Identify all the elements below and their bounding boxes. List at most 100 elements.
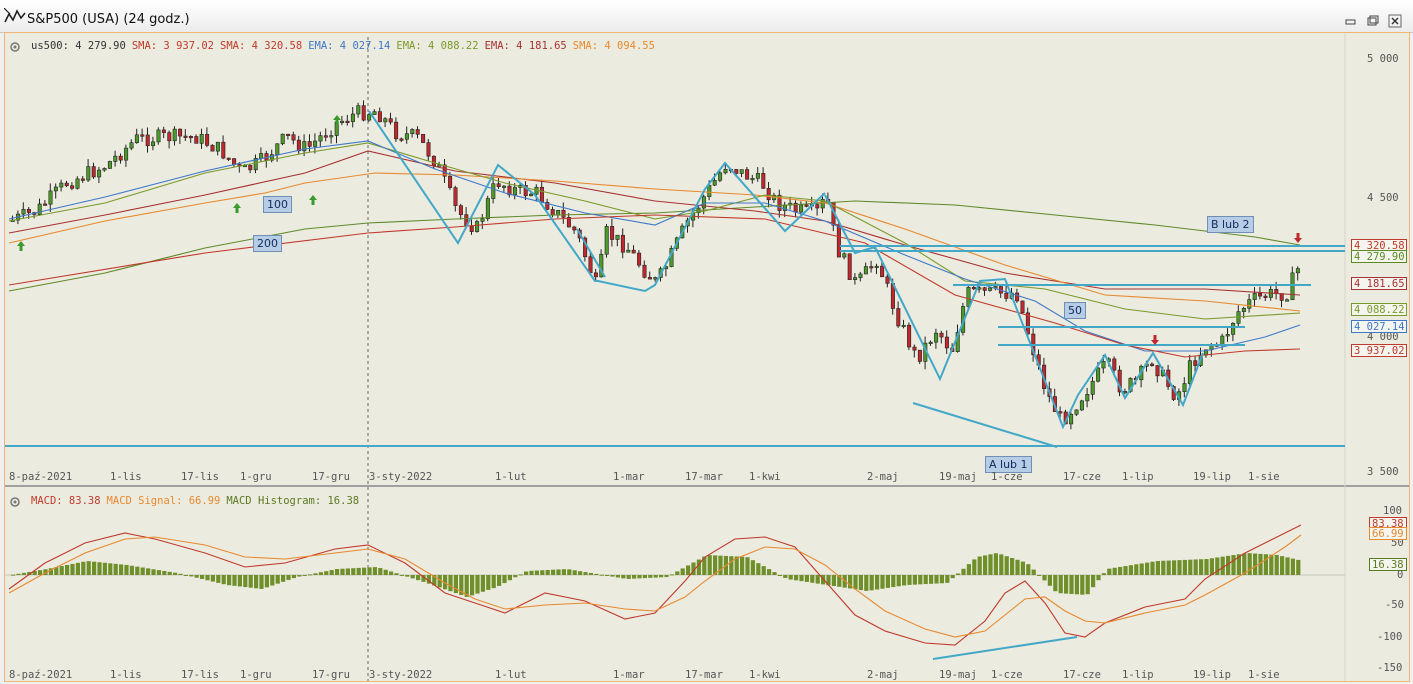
macd-x-axis-label: 17-lis bbox=[181, 669, 219, 681]
candle-body bbox=[912, 346, 917, 351]
minimize-button[interactable] bbox=[1344, 13, 1358, 27]
price-legend-item: EMA: 4 027.14 bbox=[308, 40, 391, 52]
macd-histogram-bar bbox=[1069, 575, 1074, 594]
macd-x-axis-label: 3-sty-2022 bbox=[369, 669, 433, 681]
macd-histogram-bar bbox=[1042, 575, 1047, 581]
macd-histogram-bar bbox=[302, 575, 307, 576]
macd-axis-label: -100 bbox=[1377, 631, 1403, 643]
macd-histogram-bar bbox=[826, 575, 831, 586]
macd-histogram-bar bbox=[713, 555, 718, 575]
macd-histogram-bar bbox=[718, 555, 723, 575]
macd-histogram-bar bbox=[1236, 554, 1241, 575]
macd-histogram-value-tag: 16.38 bbox=[1369, 558, 1407, 571]
candle-body bbox=[1015, 292, 1020, 302]
candle-body bbox=[205, 133, 210, 146]
macd-histogram-bar bbox=[324, 571, 329, 575]
chart-area[interactable]: us500: 4 279.90 SMA: 3 937.02 SMA: 4 320.5… bbox=[4, 32, 1410, 682]
macd-histogram-bar bbox=[1107, 568, 1112, 575]
candle-body bbox=[113, 155, 118, 162]
price-x-axis-label: 2-maj bbox=[867, 471, 899, 483]
candle-body bbox=[1231, 322, 1236, 335]
candle-body bbox=[874, 265, 879, 268]
candle-body bbox=[653, 277, 658, 280]
macd-histogram-bar bbox=[486, 575, 491, 590]
ma-50-label: 50 bbox=[1064, 302, 1086, 319]
macd-histogram-bar bbox=[329, 570, 334, 575]
macd-histogram-bar bbox=[173, 572, 178, 575]
macd-histogram-bar bbox=[1253, 553, 1258, 575]
macd-histogram-bar bbox=[529, 570, 534, 575]
macd-settings-icon[interactable] bbox=[9, 496, 21, 508]
candle-body bbox=[64, 182, 69, 187]
candle-body bbox=[59, 182, 64, 188]
price-settings-icon[interactable] bbox=[9, 41, 21, 53]
candle-body bbox=[415, 129, 420, 135]
sma-long-price-tag: 4 320.58 bbox=[1351, 239, 1407, 252]
candle-body bbox=[858, 273, 863, 278]
macd-histogram-bar bbox=[837, 575, 842, 587]
restore-button[interactable] bbox=[1366, 13, 1380, 27]
macd-histogram-bar bbox=[227, 575, 232, 586]
candle-body bbox=[799, 204, 804, 213]
candle-body bbox=[917, 349, 922, 362]
price-legend-item: SMA: 4 320.58 bbox=[220, 40, 303, 52]
macd-x-axis-label: 1-lut bbox=[495, 669, 527, 681]
candle-body bbox=[901, 324, 906, 328]
macd-histogram-bar bbox=[972, 559, 977, 575]
candle-body bbox=[1150, 363, 1155, 366]
candle-body bbox=[1285, 299, 1290, 302]
sma-orange-line bbox=[8, 172, 1301, 312]
macd-signal-value-tag: 66.99 bbox=[1369, 527, 1407, 540]
macd-histogram-bar bbox=[156, 570, 161, 575]
minimize-icon bbox=[1345, 19, 1356, 25]
candle-body bbox=[885, 276, 890, 284]
macd-histogram-bar bbox=[378, 568, 383, 575]
candle-body bbox=[21, 209, 26, 215]
candle-body bbox=[253, 158, 258, 171]
candle-body bbox=[820, 198, 825, 209]
macd-histogram-bar bbox=[1096, 575, 1101, 581]
candle-body bbox=[318, 135, 323, 142]
close-button[interactable] bbox=[1388, 13, 1402, 28]
macd-histogram-bar bbox=[356, 567, 361, 575]
close-icon bbox=[1388, 14, 1402, 28]
candle-body bbox=[701, 196, 706, 209]
macd-histogram-bar bbox=[632, 575, 637, 579]
candle-body bbox=[853, 277, 858, 280]
candle-body bbox=[475, 221, 480, 232]
macd-histogram-bar bbox=[621, 575, 626, 579]
macd-histogram-bar bbox=[756, 563, 761, 575]
macd-histogram-bar bbox=[221, 575, 226, 585]
macd-histogram-bar bbox=[1123, 566, 1128, 575]
price-and-macd-chart[interactable] bbox=[5, 33, 1409, 681]
macd-histogram-bar bbox=[588, 572, 593, 575]
macd-histogram-bar bbox=[1139, 563, 1144, 575]
macd-line bbox=[8, 524, 1302, 646]
macd-histogram-bar bbox=[999, 554, 1004, 575]
macd-histogram-bar bbox=[675, 571, 680, 575]
candle-body bbox=[102, 168, 107, 171]
macd-histogram-bar bbox=[696, 559, 701, 575]
macd-histogram-bar bbox=[961, 568, 966, 575]
candle-body bbox=[1079, 400, 1084, 411]
macd-histogram-bar bbox=[1085, 575, 1090, 595]
ema-200-line bbox=[8, 200, 1301, 292]
price-x-axis-label: 17-gru bbox=[312, 471, 350, 483]
candle-body bbox=[37, 203, 42, 215]
macd-histogram-bar bbox=[912, 575, 917, 585]
price-legend: us500: 4 279.90 SMA: 3 937.02 SMA: 4 320.5… bbox=[31, 40, 661, 52]
macd-histogram-bar bbox=[1166, 560, 1171, 575]
macd-histogram-bar bbox=[1242, 553, 1247, 575]
candle-body bbox=[345, 120, 350, 123]
macd-x-axis-label: 19-maj bbox=[939, 669, 977, 681]
macd-histogram-bar bbox=[54, 567, 59, 575]
macd-x-axis-label: 17-gru bbox=[312, 669, 350, 681]
macd-panel-bg bbox=[5, 487, 1409, 681]
macd-histogram-bar bbox=[669, 574, 674, 576]
candle-body bbox=[847, 253, 852, 280]
macd-histogram-bar bbox=[939, 575, 944, 584]
macd-x-axis-label: 1-cze bbox=[991, 669, 1023, 681]
macd-histogram-bar bbox=[885, 575, 890, 588]
macd-histogram-bar bbox=[1053, 575, 1058, 592]
sell-arrow-icon bbox=[1151, 335, 1159, 345]
